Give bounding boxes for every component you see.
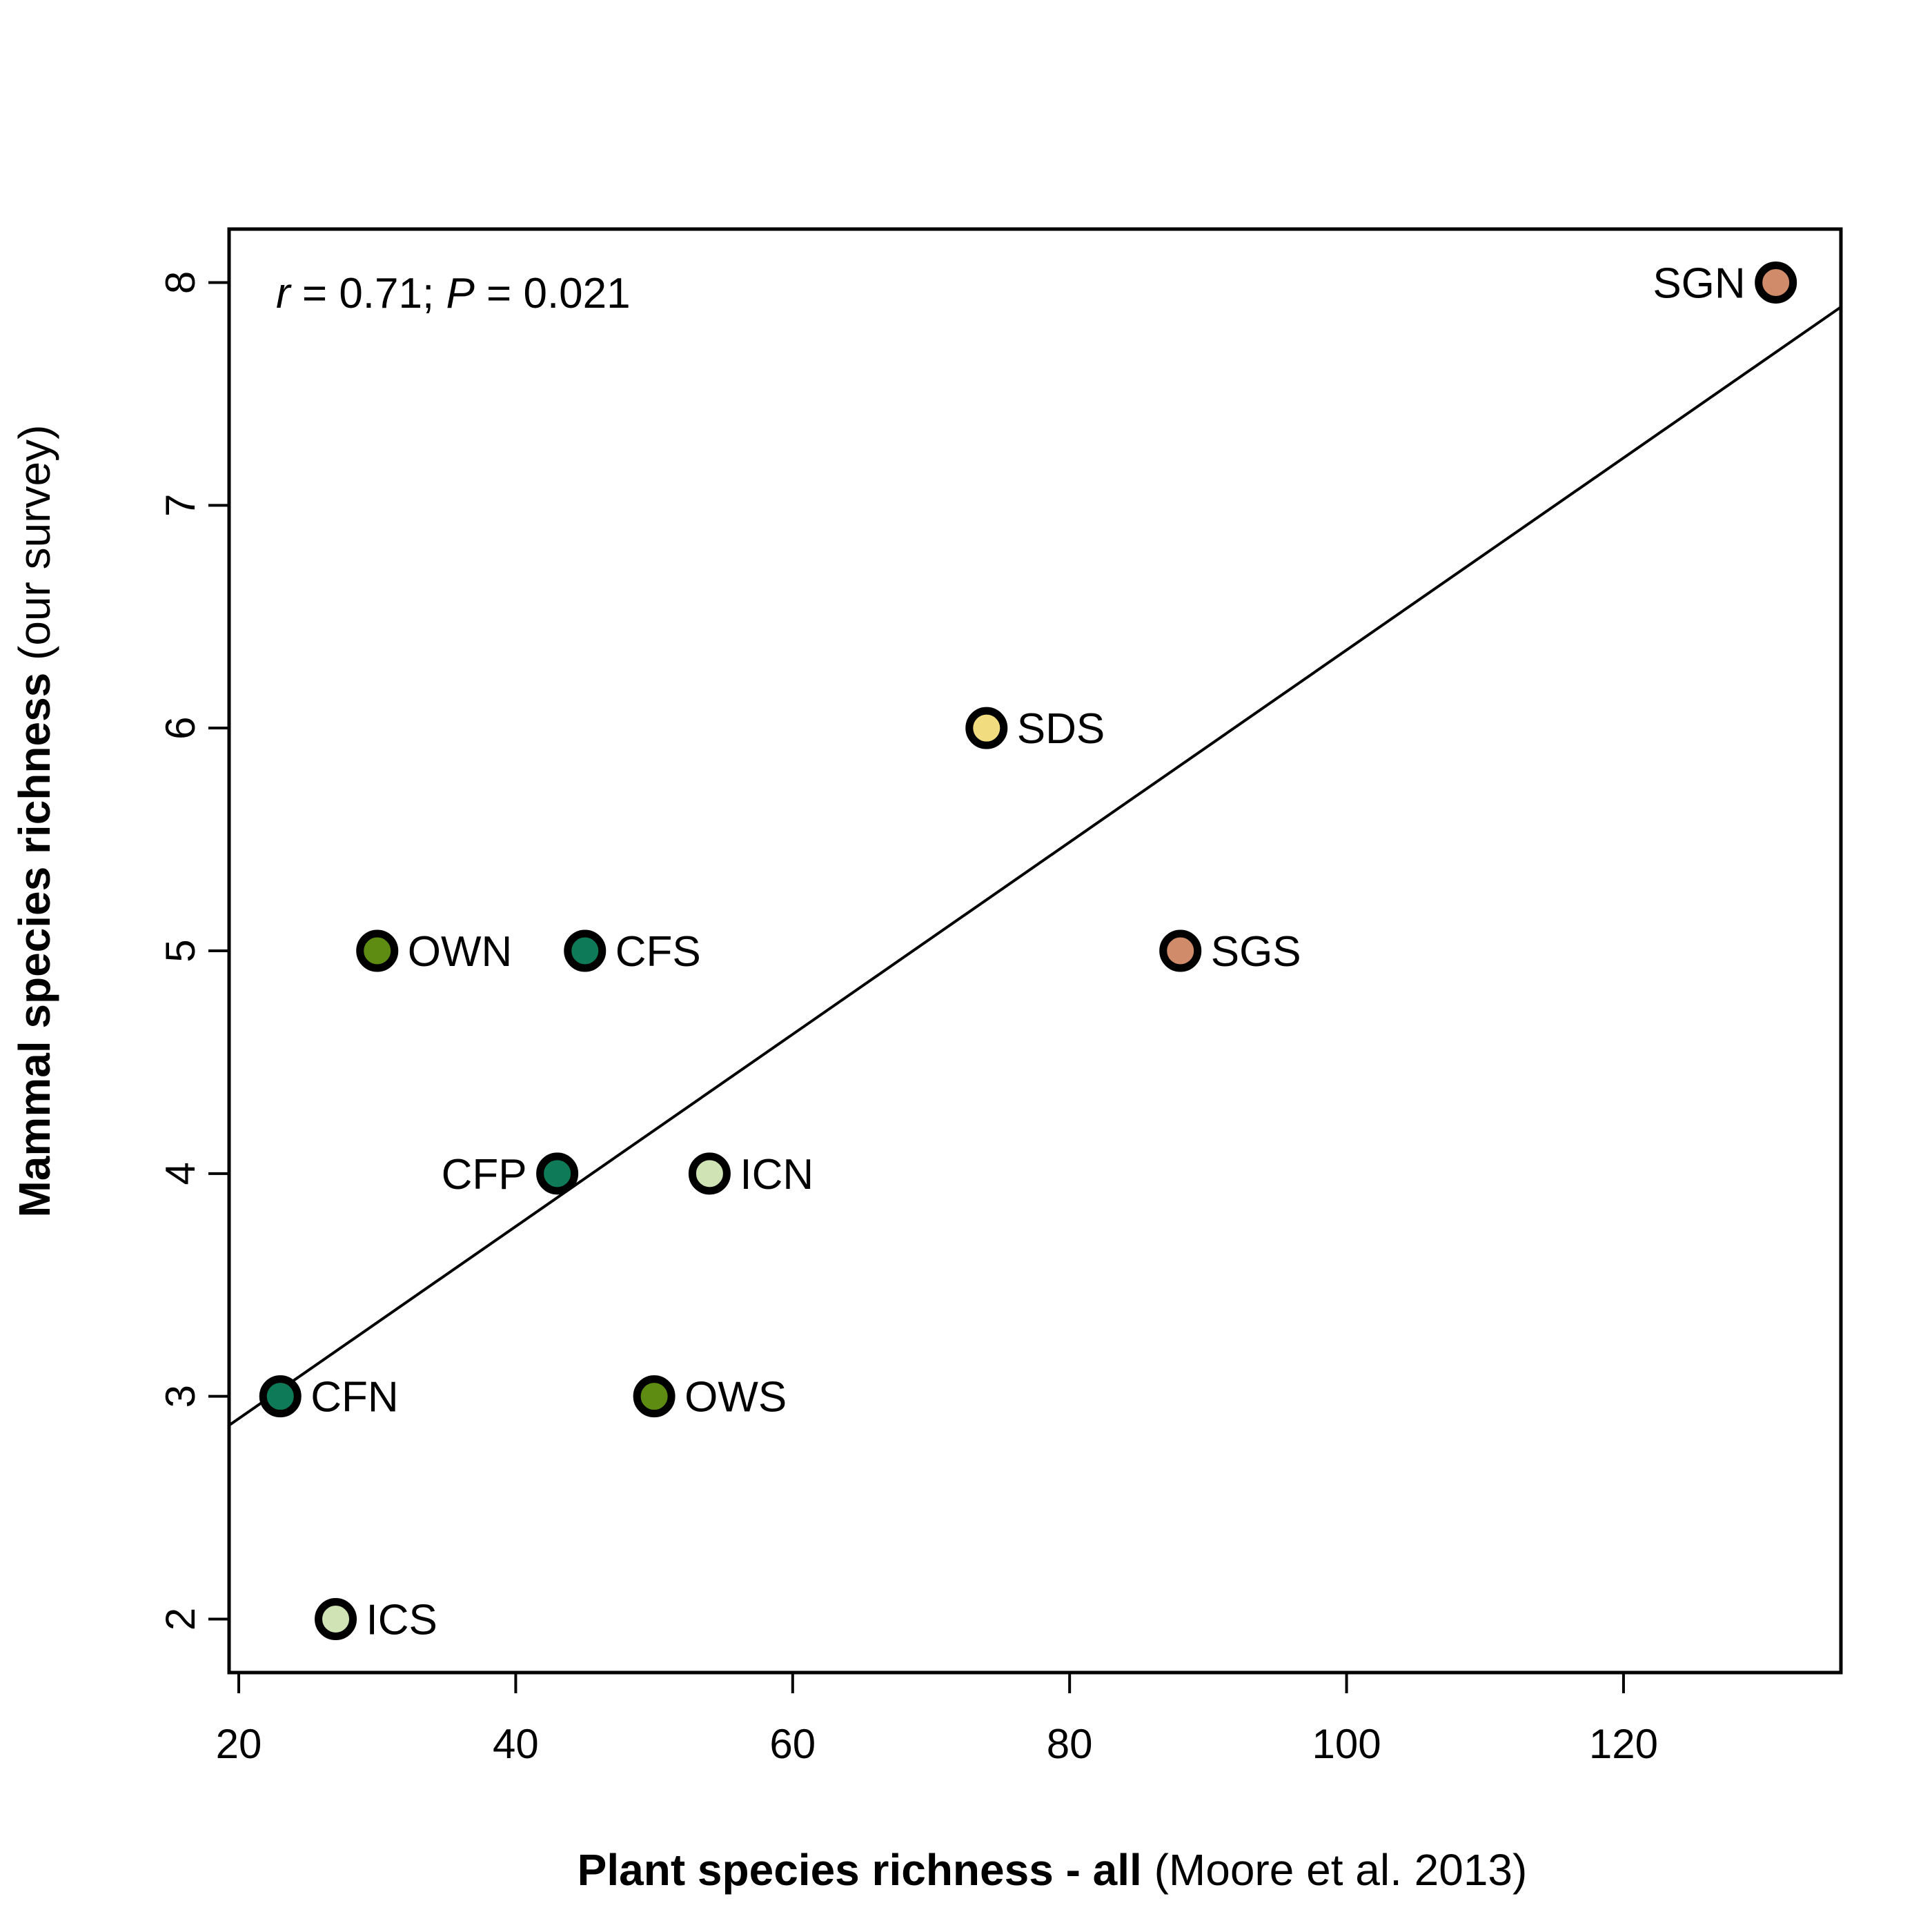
y-tick-label: 7 (157, 494, 204, 517)
y-axis-title: Mammal species richness (our survey) (10, 425, 59, 1218)
point-sgs (1159, 929, 1202, 972)
point-icn (688, 1152, 731, 1195)
point-label-sgn: SGN (1653, 259, 1745, 307)
point-label-ows: OWS (684, 1374, 787, 1421)
y-tick-label: 2 (157, 1608, 204, 1630)
x-tick-label: 40 (493, 1721, 539, 1767)
x-tick-label: 100 (1312, 1721, 1381, 1767)
point-cfn (259, 1375, 302, 1418)
y-axis-title-bold: Mammal species richness (10, 673, 59, 1218)
point-label-cfs: CFS (615, 928, 701, 976)
point-cfp (536, 1152, 579, 1195)
r-value: = 0.71; (302, 270, 434, 317)
r-symbol: r (276, 270, 292, 317)
point-label-sds: SDS (1017, 705, 1105, 753)
x-axis-title-bold: Plant species richness - all (578, 1845, 1142, 1895)
point-own (356, 929, 399, 972)
point-label-icn: ICN (740, 1151, 814, 1199)
regression-line (228, 306, 1842, 1427)
point-ics (315, 1598, 357, 1641)
x-tick-label: 20 (216, 1721, 262, 1767)
y-tick-label: 5 (157, 939, 204, 962)
point-sds (965, 707, 1008, 749)
p-value: = 0.021 (486, 270, 631, 317)
y-tick-label: 6 (157, 716, 204, 739)
point-label-sgs: SGS (1211, 928, 1301, 976)
x-axis-title-normal: (Moore et al. 2013) (1154, 1845, 1528, 1895)
x-axis-title: Plant species richness - all (Moore et a… (578, 1845, 1528, 1895)
point-cfs (564, 929, 607, 972)
point-label-cfn: CFN (310, 1374, 398, 1421)
point-label-cfp: CFP (442, 1151, 527, 1199)
correlation-annotation: r = 0.71; P = 0.021 (276, 270, 631, 317)
point-sgn (1755, 261, 1797, 304)
x-tick-label: 120 (1589, 1721, 1658, 1767)
y-tick-label: 4 (157, 1162, 204, 1185)
x-tick-label: 80 (1047, 1721, 1093, 1767)
x-tick-label: 60 (769, 1721, 816, 1767)
y-tick-label: 3 (157, 1385, 204, 1408)
point-label-own: OWN (408, 928, 513, 976)
y-axis-title-normal: (our survey) (10, 425, 59, 660)
point-label-ics: ICS (366, 1597, 437, 1644)
y-tick-label: 8 (157, 271, 204, 294)
p-symbol: P (446, 270, 474, 317)
point-ows (633, 1375, 676, 1418)
